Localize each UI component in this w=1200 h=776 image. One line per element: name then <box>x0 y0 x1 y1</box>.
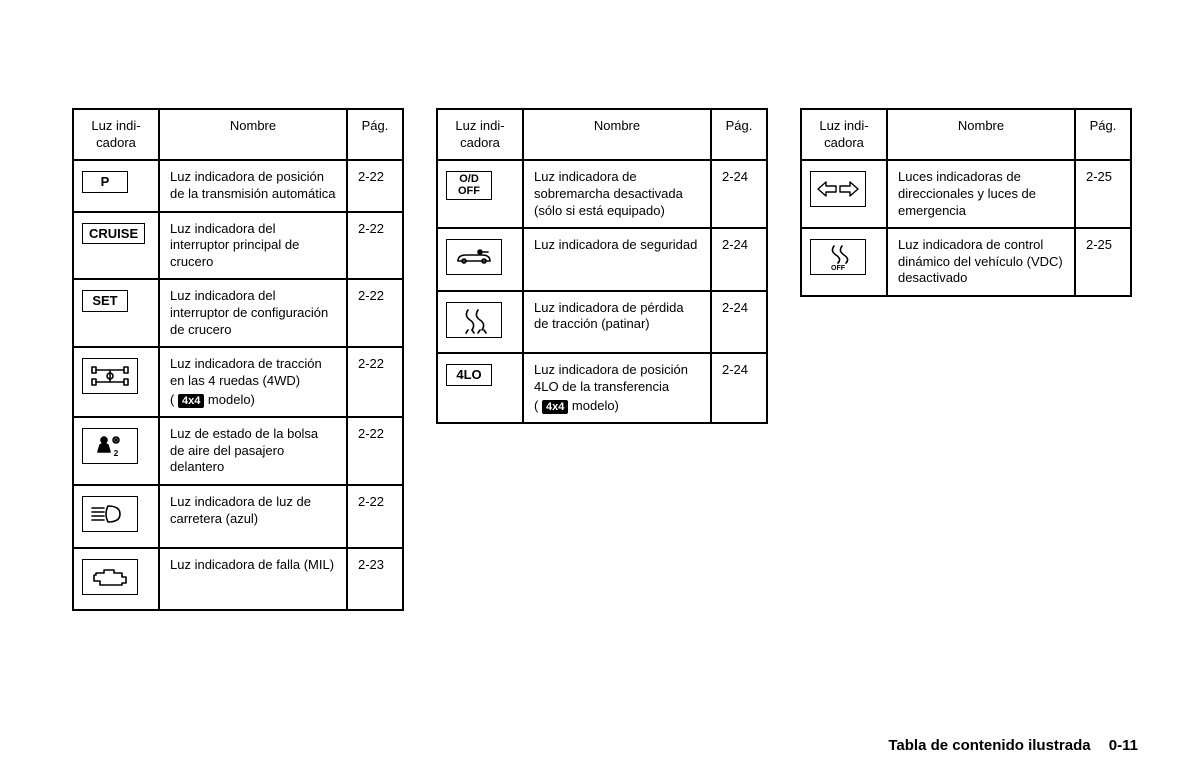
engine-icon <box>82 559 138 595</box>
indicator-symbol-text: O/DOFF <box>446 171 492 200</box>
indicator-icon-cell: O/DOFF <box>437 160 523 228</box>
vdcoff-icon: OFF <box>810 239 866 275</box>
indicator-symbol-text: P <box>82 171 128 193</box>
indicator-page-cell: 2-22 <box>347 160 403 211</box>
col-header-page: Pág. <box>711 109 767 160</box>
indicator-name-cell: Luz indicadora de tracción en las 4 rued… <box>159 347 347 417</box>
indicator-page-cell: 2-25 <box>1075 228 1131 296</box>
table-3-body: Luces indicadoras de direccionales y luc… <box>801 160 1131 296</box>
carkey-icon <box>446 239 502 275</box>
table-row: Luz indicadora de pérdida de tracción (p… <box>437 291 767 354</box>
indicator-page-cell: 2-24 <box>711 160 767 228</box>
page-footer: Tabla de contenido ilustrada 0-11 <box>888 737 1138 754</box>
indicator-icon-cell <box>73 347 159 417</box>
col-header-icon: Luz indi- cadora <box>73 109 159 160</box>
table-row: 4LO Luz indicadora de posición 4LO de la … <box>437 353 767 423</box>
turn-icon <box>810 171 866 207</box>
indicator-icon-cell: OFF <box>801 228 887 296</box>
col-header-icon: Luz indi- cadora <box>437 109 523 160</box>
table-row: Luz indicadora de luz de carretera (azul… <box>73 485 403 548</box>
indicator-page-cell: 2-22 <box>347 417 403 485</box>
indicator-symbol-text: SET <box>82 290 128 312</box>
indicator-icon-cell <box>73 485 159 548</box>
indicator-name-cell: Luz indicadora de pérdida de tracción (p… <box>523 291 711 354</box>
indicator-icon-cell: CRUISE <box>73 212 159 280</box>
indicator-icon-cell <box>437 228 523 291</box>
indicator-table-3: Luz indi- cadora Nombre Pág. Luces indic… <box>800 108 1132 297</box>
col-header-name: Nombre <box>159 109 347 160</box>
indicator-name-text: Luz indicadora de tracción en las 4 rued… <box>170 356 322 388</box>
indicator-name-cell: Luz indicadora de posición 4LO de la tra… <box>523 353 711 423</box>
indicator-name-cell: Luz indicadora del interruptor de config… <box>159 279 347 347</box>
table-2-body: O/DOFF Luz indicadora de sobremarcha desa… <box>437 160 767 423</box>
indicator-symbol-text: CRUISE <box>82 223 145 245</box>
indicator-icon-cell: P <box>73 160 159 211</box>
table-row: Luces indicadoras de direccionales y luc… <box>801 160 1131 228</box>
indicator-page-cell: 2-22 <box>347 347 403 417</box>
table-row: OFF Luz indicadora de control dinámico de… <box>801 228 1131 296</box>
indicator-name-cell: Luz indicadora de falla (MIL) <box>159 548 347 611</box>
indicator-page-cell: 2-23 <box>347 548 403 611</box>
indicator-name-cell: Luz indicadora de luz de carretera (azul… <box>159 485 347 548</box>
indicator-name-cell: Luz de estado de la bolsa de aire del pa… <box>159 417 347 485</box>
indicator-table-2: Luz indi- cadora Nombre Pág. O/DOFF Luz i… <box>436 108 768 424</box>
4x4-badge: 4x4 <box>542 400 568 414</box>
indicator-table-1: Luz indi- cadora Nombre Pág. P Luz indica… <box>72 108 404 611</box>
indicator-name-cell: Luz indicadora de seguridad <box>523 228 711 291</box>
table-row: SET Luz indicadora del interruptor de con… <box>73 279 403 347</box>
table-row: Luz indicadora de seguridad2-24 <box>437 228 767 291</box>
table-row: Luz indicadora de falla (MIL)2-23 <box>73 548 403 611</box>
highbeam-icon <box>82 496 138 532</box>
slip-icon <box>446 302 502 338</box>
indicator-page-cell: 2-24 <box>711 353 767 423</box>
indicator-page-cell: 2-24 <box>711 228 767 291</box>
indicator-page-cell: 2-22 <box>347 212 403 280</box>
col-header-icon: Luz indi- cadora <box>801 109 887 160</box>
page-content: Luz indi- cadora Nombre Pág. P Luz indica… <box>72 108 1140 611</box>
table-row: 2 Luz de estado de la bolsa de aire del p… <box>73 417 403 485</box>
indicator-name-cell: Luz indicadora de sobremarcha desactivad… <box>523 160 711 228</box>
indicator-page-cell: 2-24 <box>711 291 767 354</box>
indicator-icon-cell: 4LO <box>437 353 523 423</box>
indicator-name-cell: Luz indicadora del interruptor principal… <box>159 212 347 280</box>
indicator-icon-cell <box>801 160 887 228</box>
col-header-page: Pág. <box>347 109 403 160</box>
indicator-symbol-text: 4LO <box>446 364 492 386</box>
indicator-icon-cell <box>437 291 523 354</box>
indicator-name-cell: Luz indicadora de posición de la transmi… <box>159 160 347 211</box>
footer-page-number: 0-11 <box>1109 737 1138 754</box>
table-row: P Luz indicadora de posición de la transm… <box>73 160 403 211</box>
svg-text:2: 2 <box>114 449 119 458</box>
indicator-name-text: Luz indicadora de posición 4LO de la tra… <box>534 362 688 394</box>
svg-text:OFF: OFF <box>831 265 846 271</box>
indicator-page-cell: 2-22 <box>347 279 403 347</box>
table-row: CRUISE Luz indicadora del interruptor pri… <box>73 212 403 280</box>
footer-title: Tabla de contenido ilustrada <box>888 737 1090 754</box>
4x4-badge: 4x4 <box>178 394 204 408</box>
indicator-name-cell: Luz indicadora de control dinámico del v… <box>887 228 1075 296</box>
indicator-icon-cell: 2 <box>73 417 159 485</box>
indicator-page-cell: 2-25 <box>1075 160 1131 228</box>
table-1-body: P Luz indicadora de posición de la transm… <box>73 160 403 610</box>
table-row: Luz indicadora de tracción en las 4 rued… <box>73 347 403 417</box>
col-header-page: Pág. <box>1075 109 1131 160</box>
col-header-name: Nombre <box>523 109 711 160</box>
indicator-name-cell: Luces indicadoras de direccionales y luc… <box>887 160 1075 228</box>
indicator-page-cell: 2-22 <box>347 485 403 548</box>
indicator-icon-cell: SET <box>73 279 159 347</box>
table-row: O/DOFF Luz indicadora de sobremarcha desa… <box>437 160 767 228</box>
indicator-icon-cell <box>73 548 159 611</box>
airbag-icon: 2 <box>82 428 138 464</box>
col-header-name: Nombre <box>887 109 1075 160</box>
4wd-icon <box>82 358 138 394</box>
